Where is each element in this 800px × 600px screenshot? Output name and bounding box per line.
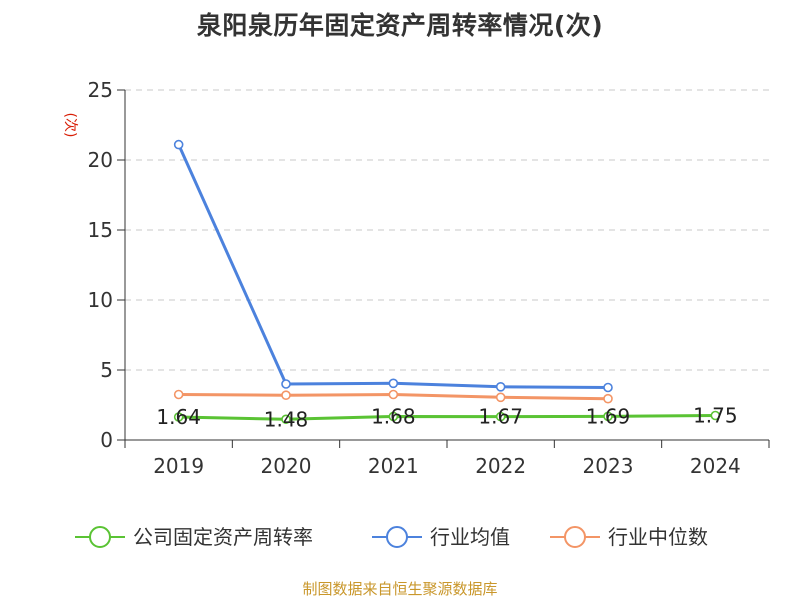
data-point [495,381,506,392]
data-label: 1.75 [693,404,738,428]
y-tick-label: 5 [100,358,113,382]
y-tick-label: 15 [88,218,113,242]
data-point [388,389,399,400]
legend-marker [89,526,111,548]
x-tick-label: 2023 [583,454,634,478]
legend-marker [386,526,408,548]
y-axis-label: (次) [62,113,78,138]
series-line [177,143,610,389]
data-point [388,411,399,422]
data-point [173,412,184,422]
data-point [281,414,291,425]
legend-label: 行业均值 [430,525,510,549]
data-label: 1.67 [478,405,523,429]
x-tick-label: 2019 [153,454,204,478]
data-point [388,378,399,389]
data-label: 1.68 [371,404,416,428]
data-point [281,379,291,389]
y-tick-label: 10 [88,288,113,312]
y-tick-label: 25 [88,78,113,102]
source-note: 制图数据来自恒生聚源数据库 [302,580,498,598]
x-tick-label: 2021 [368,454,419,478]
data-point [710,410,721,421]
data-label: 1.64 [156,405,201,429]
data-label: 1.69 [586,404,631,428]
legend-label: 行业中位数 [608,525,708,549]
x-tick-label: 2020 [261,454,312,478]
data-point [495,392,506,403]
data-point [495,411,506,422]
legend-marker [564,526,586,548]
data-label: 1.48 [264,407,309,431]
chart-title: 泉阳泉历年固定资产周转率情况(次) [196,11,604,40]
data-point [281,390,291,401]
x-tick-label: 2022 [475,454,526,478]
data-point [173,139,184,150]
data-point [603,411,613,422]
series-line [177,414,717,421]
y-tick-label: 0 [100,428,113,452]
data-point [173,389,184,400]
legend-label: 公司固定资产周转率 [133,525,313,549]
data-point [603,382,613,393]
data-point [603,393,613,404]
x-tick-label: 2024 [690,454,741,478]
y-tick-label: 20 [88,148,113,172]
